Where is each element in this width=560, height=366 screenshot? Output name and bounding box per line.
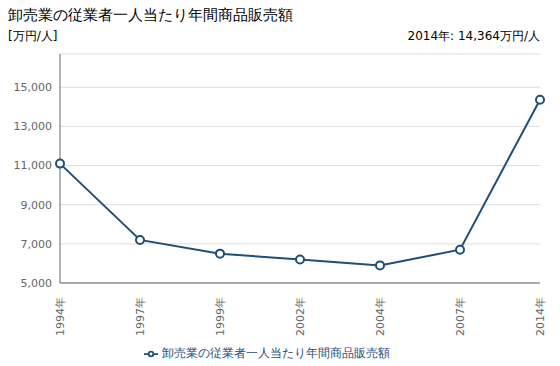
html-text:卸売業の従業者一人当たり年間商品販売額: 卸売業の従業者一人当たり年間商品販売額 <box>162 346 390 360</box>
svg-text:2004年: 2004年 <box>374 297 387 336</box>
svg-text:2007年: 2007年 <box>454 297 467 336</box>
svg-text:7,000: 7,000 <box>21 238 53 251</box>
svg-text:2002年: 2002年 <box>294 297 307 336</box>
html-text:2014年: 14,364万円/人: 2014年: 14,364万円/人 <box>407 29 540 43</box>
svg-text:2014年: 2014年 <box>534 297 547 336</box>
html-text:卸売業の従業者一人当たり年間商品販売額: 卸売業の従業者一人当たり年間商品販売額 <box>8 6 293 24</box>
html-text:[万円/人]: [万円/人] <box>8 29 58 43</box>
svg-text:15,000: 15,000 <box>14 81 53 94</box>
svg-text:1999年: 1999年 <box>214 297 227 336</box>
svg-text:11,000: 11,000 <box>14 159 53 172</box>
svg-text:13,000: 13,000 <box>14 120 53 133</box>
svg-text:1994年: 1994年 <box>54 297 67 336</box>
svg-text:9,000: 9,000 <box>21 199 53 212</box>
svg-text:1997年: 1997年 <box>134 297 147 336</box>
svg-text:5,000: 5,000 <box>21 277 53 290</box>
